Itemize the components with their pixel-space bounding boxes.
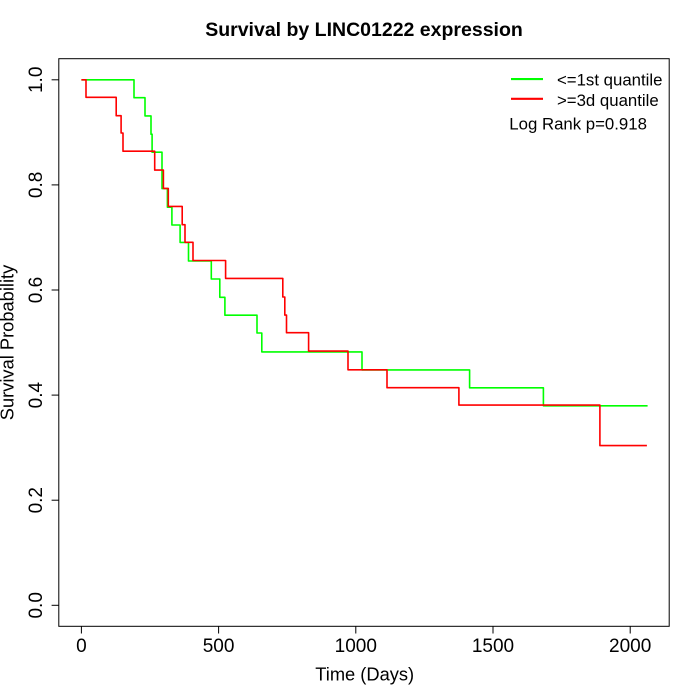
svg-text:500: 500 <box>203 636 235 657</box>
svg-text:0.4: 0.4 <box>26 381 47 408</box>
svg-text:0.8: 0.8 <box>26 172 47 198</box>
svg-text:>=3d quantile: >=3d quantile <box>557 91 659 110</box>
svg-text:Survival by LINC01222 expressi: Survival by LINC01222 expression <box>205 19 523 41</box>
svg-text:0.6: 0.6 <box>26 277 47 303</box>
svg-text:1.0: 1.0 <box>26 67 47 93</box>
svg-text:Survival Probability: Survival Probability <box>0 264 18 420</box>
svg-text:0: 0 <box>76 636 87 657</box>
svg-text:0.0: 0.0 <box>26 592 47 618</box>
svg-text:1500: 1500 <box>472 636 514 657</box>
svg-text:1000: 1000 <box>335 636 377 657</box>
svg-text:<=1st quantile: <=1st quantile <box>557 70 662 89</box>
svg-text:2000: 2000 <box>609 636 651 657</box>
svg-text:Time (Days): Time (Days) <box>315 664 414 685</box>
svg-text:0.2: 0.2 <box>26 487 47 513</box>
svg-text:Log Rank p=0.918: Log Rank p=0.918 <box>509 115 647 134</box>
